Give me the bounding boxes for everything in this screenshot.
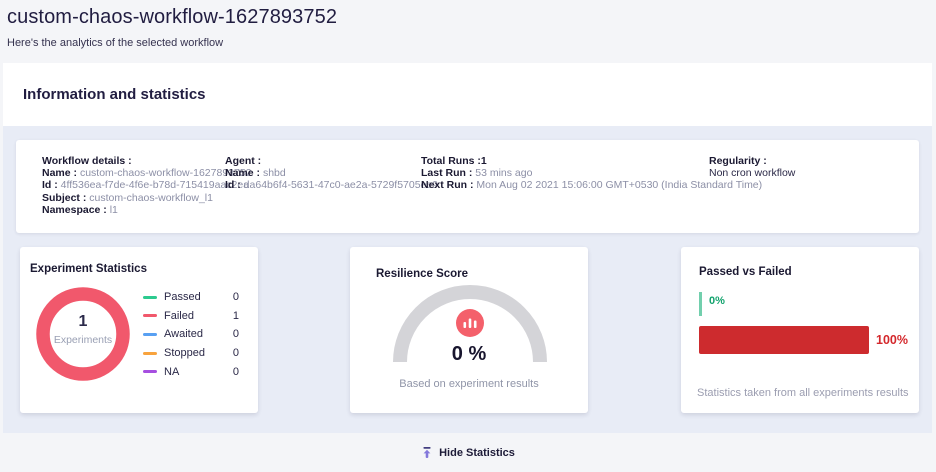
agent-id-line: Id : da64b6f4-5631-47c0-ae2a-5729f5705ee…: [225, 179, 439, 192]
agent-name-line: Name : shbd: [225, 167, 286, 180]
resilience-score-title: Resilience Score: [376, 268, 469, 280]
awaited-color-dash-icon: [143, 332, 157, 336]
passed-bar: [699, 292, 702, 316]
failed-bar: [699, 326, 869, 354]
next-run-line: Next Run : Mon Aug 02 2021 15:06:00 GMT+…: [421, 179, 763, 192]
legend-row-passed: Passed 0: [143, 288, 239, 307]
workflow-details-heading: Workflow details :: [42, 155, 132, 167]
passed-vs-failed-card: Passed vs Failed 0% 100% Statistics take…: [681, 247, 919, 413]
resilience-score-card: Resilience Score 0 % Based on experiment…: [350, 247, 588, 413]
passed-vs-failed-title: Passed vs Failed: [699, 266, 792, 278]
page-header: custom-chaos-workflow-1627893752 Here's …: [7, 6, 929, 49]
regularity-heading: Regularity :: [709, 155, 767, 167]
na-color-dash-icon: [143, 370, 157, 374]
page-subtitle: Here's the analytics of the selected wor…: [7, 37, 224, 49]
failed-color-dash-icon: [143, 314, 157, 318]
failed-percentage: 100%: [876, 333, 908, 347]
workflow-info-card: Workflow details : Name : custom-chaos-w…: [16, 140, 919, 233]
hide-statistics-label: Hide Statistics: [439, 446, 515, 459]
collapse-up-icon: [423, 447, 431, 458]
legend-row-na: NA 0: [143, 362, 239, 381]
regularity-column: Regularity : Non cron workflow: [709, 155, 909, 233]
donut-center-label: 1 Experiments: [35, 313, 131, 346]
last-run-line: Last Run : 53 mins ago: [421, 167, 533, 180]
failed-bar-row: 100%: [699, 326, 908, 354]
gauge-arc-icon: [393, 285, 547, 363]
workflow-name-line: Name : custom-chaos-workflow-1627893752: [42, 167, 252, 180]
experiments-caption: Experiments: [53, 334, 113, 346]
legend-row-stopped: Stopped 0: [143, 344, 239, 363]
workflow-subject-line: Subject : custom-chaos-workflow_l1: [42, 191, 213, 204]
passed-color-dash-icon: [143, 295, 157, 299]
donut-ring-icon: [36, 287, 130, 381]
experiments-count: 1: [78, 313, 88, 330]
agent-column: Agent : Name : shbd Id : da64b6f4-5631-4…: [225, 155, 439, 233]
information-section-band: Information and statistics: [3, 63, 932, 126]
resilience-score-caption: Based on experiment results: [399, 378, 539, 390]
resilience-gauge-chart: [390, 283, 550, 369]
total-runs-heading: Total Runs :1: [421, 155, 487, 167]
resilience-score-value: 0 %: [451, 343, 487, 365]
regularity-value-line: Non cron workflow: [709, 167, 796, 180]
hide-statistics-button[interactable]: Hide Statistics: [0, 433, 936, 472]
experiment-legend: Passed 0 Failed 1 Awaited 0: [143, 288, 239, 381]
runs-column: Total Runs :1 Last Run : 53 mins ago Nex…: [421, 155, 763, 233]
statistics-content-area: Workflow details : Name : custom-chaos-w…: [3, 126, 932, 433]
workflow-id-line: Id : 4ff536ea-f7de-4f6e-b78d-715419aac2e…: [42, 179, 250, 192]
workflow-details-column: Workflow details : Name : custom-chaos-w…: [42, 155, 252, 233]
legend-row-awaited: Awaited 0: [143, 325, 239, 344]
experiment-statistics-title: Experiment Statistics: [30, 263, 147, 275]
legend-row-failed: Failed 1: [143, 307, 239, 326]
stats-cards-row: Experiment Statistics 1 Experiments Pass…: [20, 247, 919, 413]
page-title: custom-chaos-workflow-1627893752: [7, 6, 338, 28]
passed-percentage: 0%: [709, 295, 725, 307]
experiments-donut-chart: [35, 286, 131, 382]
passed-vs-failed-caption: Statistics taken from all experiments re…: [697, 387, 909, 399]
workflow-namespace-line: Namespace : l1: [42, 203, 118, 216]
passed-bar-row: 0%: [699, 292, 725, 316]
experiment-statistics-card: Experiment Statistics 1 Experiments Pass…: [20, 247, 258, 413]
agent-heading: Agent :: [225, 155, 262, 167]
stopped-color-dash-icon: [143, 351, 157, 355]
section-heading: Information and statistics: [23, 86, 206, 103]
